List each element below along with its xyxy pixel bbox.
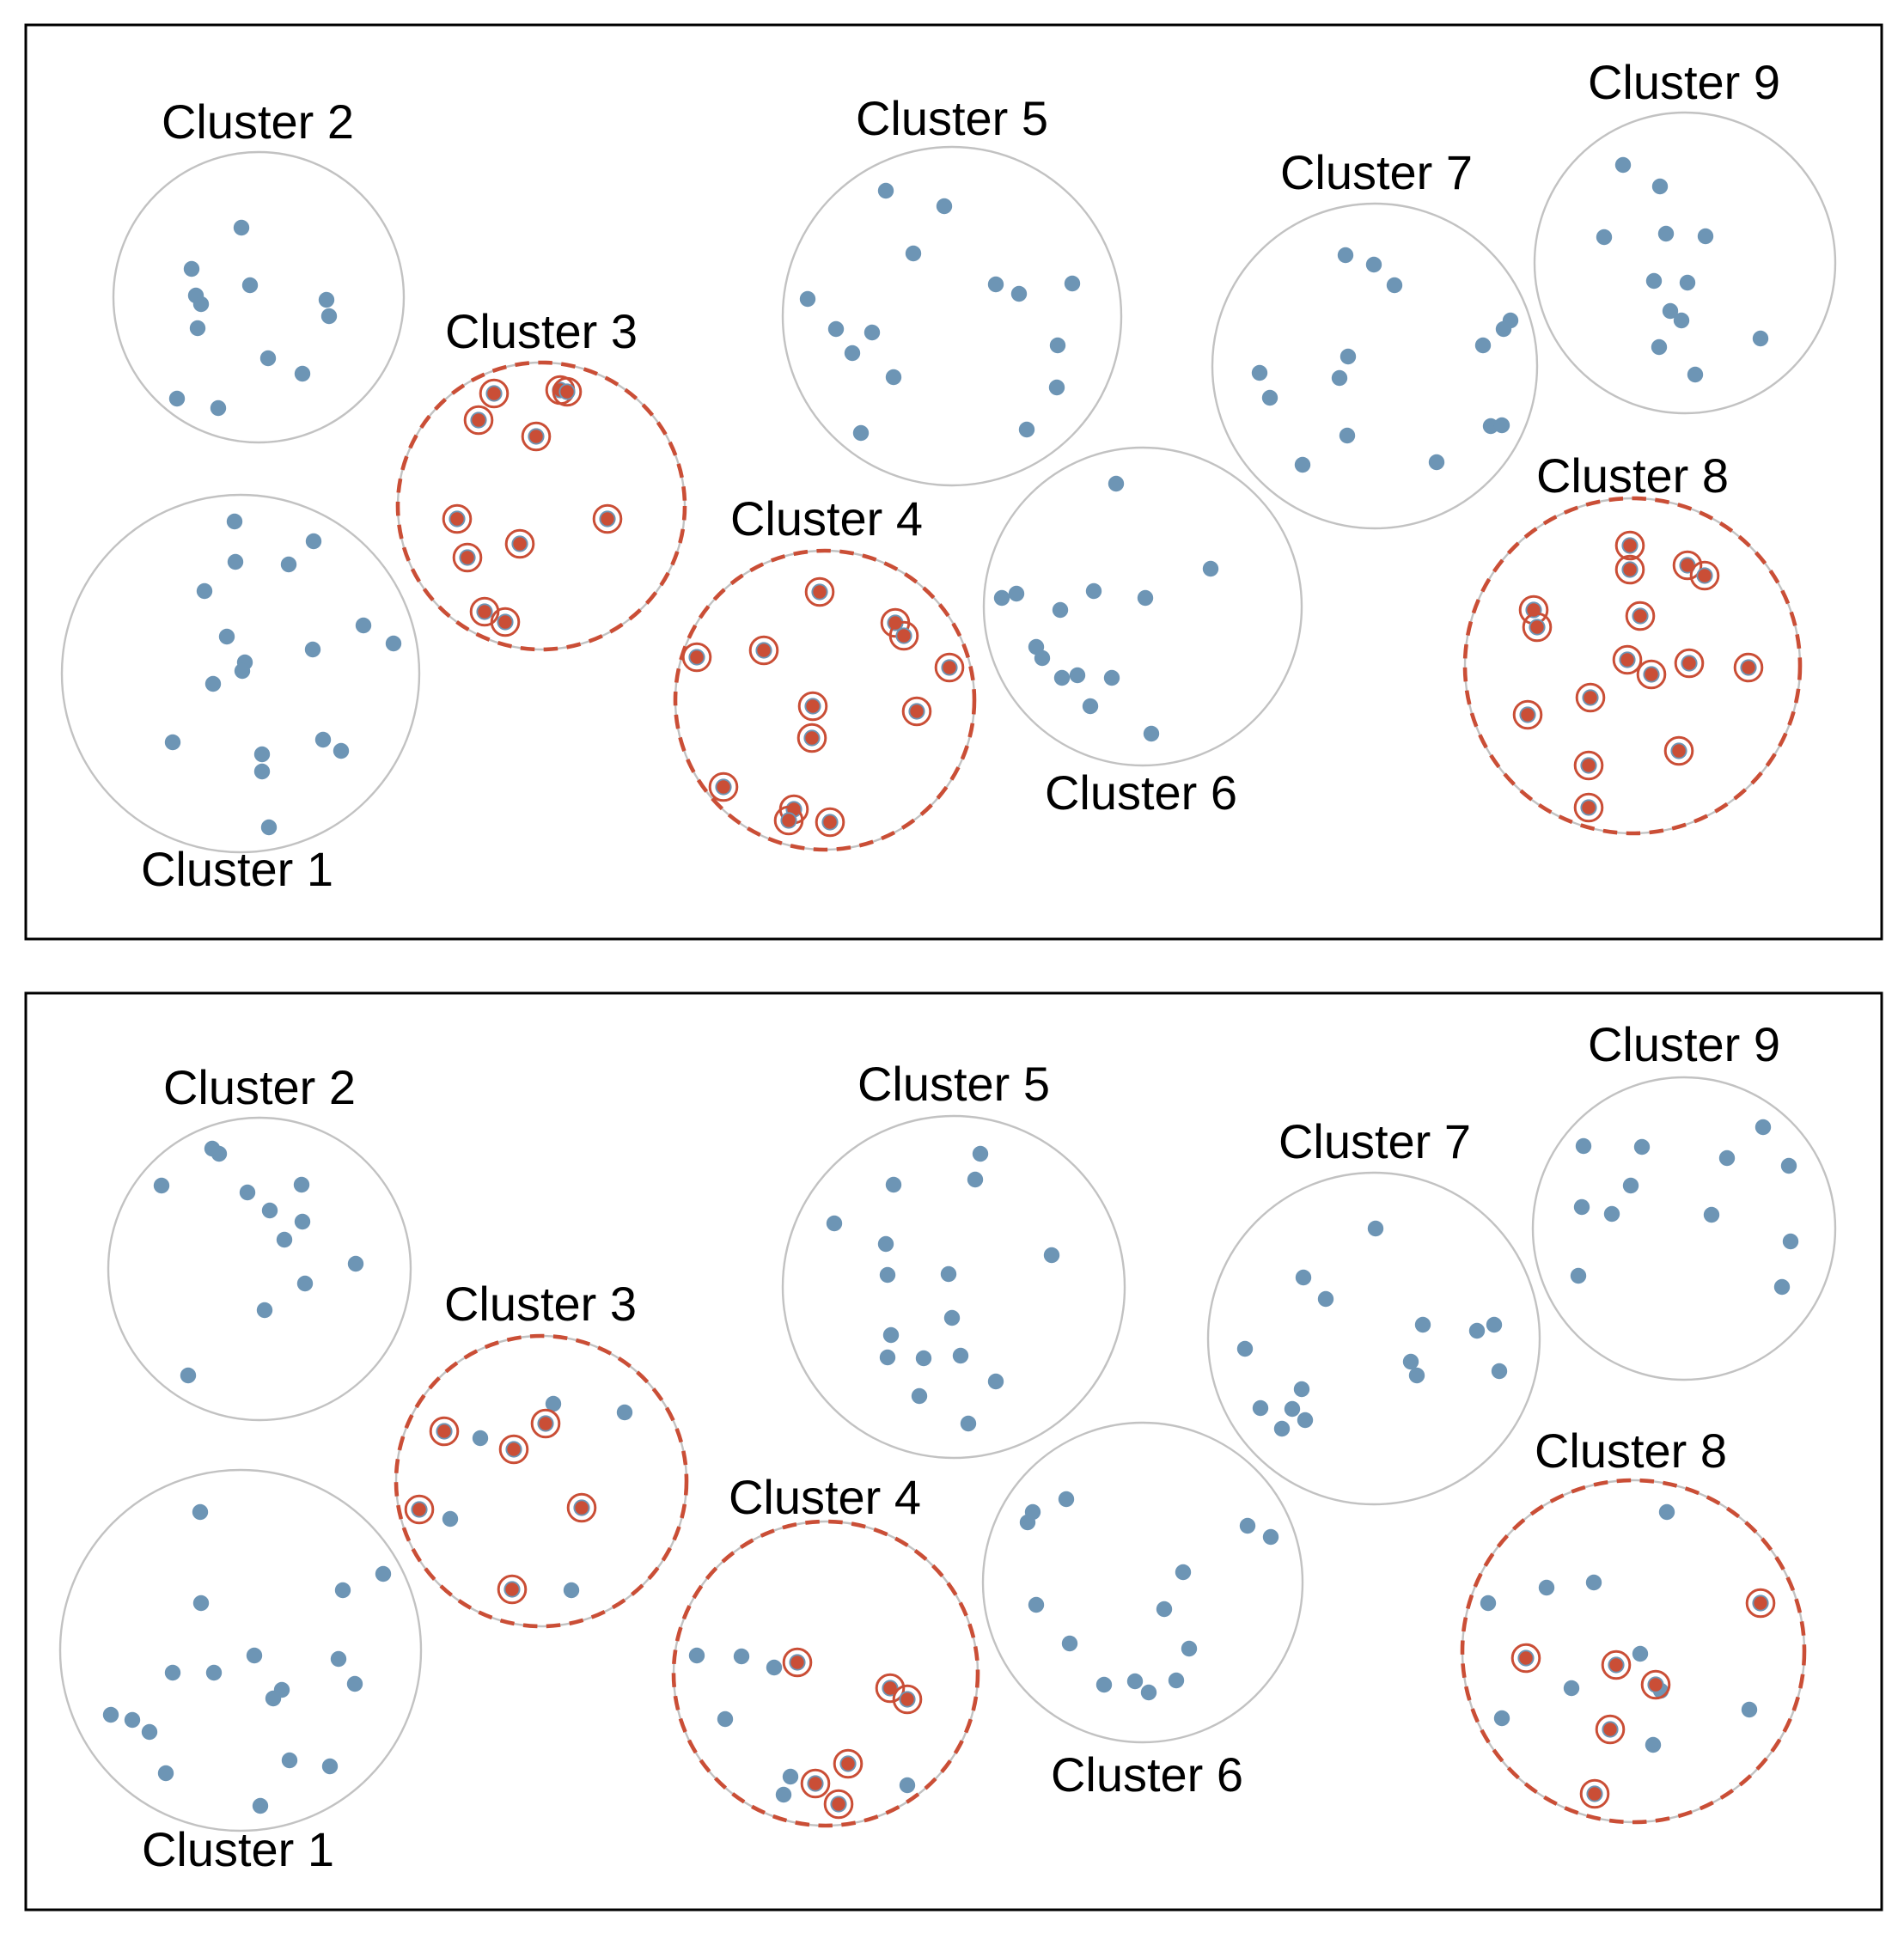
svg-text:Cluster 1: Cluster 1	[142, 1822, 334, 1876]
svg-text:Cluster 6: Cluster 6	[1045, 765, 1237, 820]
svg-text:Cluster 4: Cluster 4	[730, 491, 923, 546]
svg-text:Cluster 7: Cluster 7	[1280, 145, 1473, 199]
svg-text:Cluster 1: Cluster 1	[141, 842, 333, 896]
svg-text:Cluster 5: Cluster 5	[857, 1057, 1050, 1111]
svg-text:Cluster 8: Cluster 8	[1535, 1424, 1727, 1478]
svg-text:Cluster 5: Cluster 5	[856, 91, 1048, 145]
svg-text:Cluster 3: Cluster 3	[445, 304, 638, 358]
svg-text:Cluster 7: Cluster 7	[1278, 1114, 1471, 1168]
svg-text:Cluster 2: Cluster 2	[162, 95, 354, 149]
svg-text:Cluster 9: Cluster 9	[1588, 55, 1780, 109]
svg-text:Cluster 9: Cluster 9	[1588, 1017, 1780, 1071]
svg-text:Cluster 3: Cluster 3	[444, 1277, 637, 1331]
svg-text:Cluster 2: Cluster 2	[163, 1060, 356, 1114]
svg-text:Cluster 4: Cluster 4	[729, 1470, 921, 1524]
svg-text:Cluster 6: Cluster 6	[1051, 1747, 1243, 1802]
svg-text:Cluster 8: Cluster 8	[1536, 448, 1729, 503]
